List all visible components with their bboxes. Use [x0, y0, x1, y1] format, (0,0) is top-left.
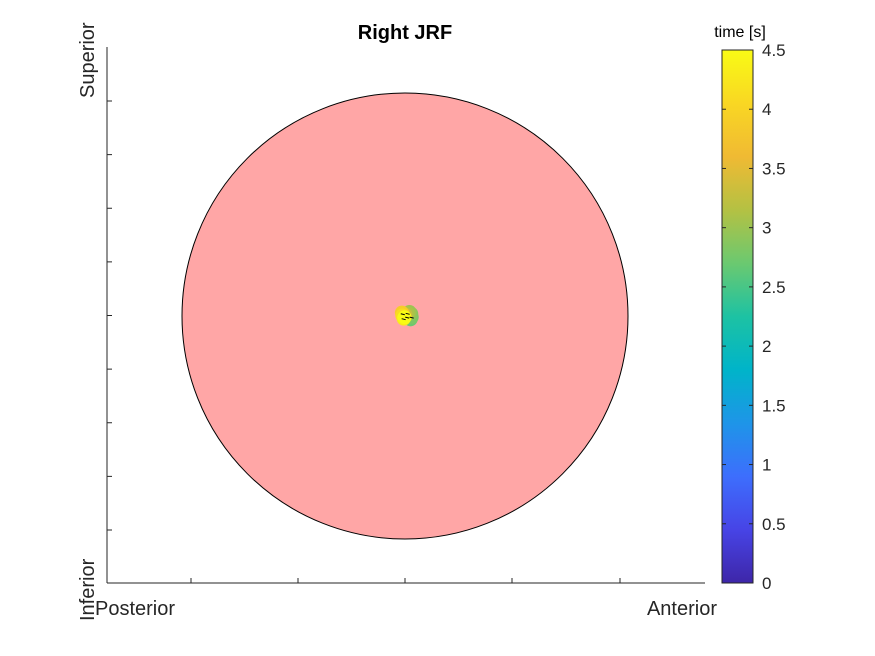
point-marker-6 [405, 312, 410, 315]
colorbar-ticks: 0 0.5 1 1.5 2 2.5 3 3.5 4 4.5 [722, 41, 786, 593]
colorbar-gradient [721, 49, 754, 584]
colorbar-tick-label-0: 0 [762, 574, 771, 593]
colorbar-tick-label-3: 1.5 [762, 396, 786, 415]
x-axis-left-label: Posterior [95, 598, 175, 620]
colorbar-label: time [s] [714, 24, 766, 41]
colorbar-tick-label-9: 4.5 [762, 41, 786, 60]
y-axis-bottom-label: Inferior [77, 558, 99, 621]
plot-area [106, 47, 705, 584]
data-point-13 [397, 310, 412, 325]
point-marker-12 [401, 318, 406, 321]
colorbar-tick-label-2: 1 [762, 456, 771, 475]
colorbar-tick-label-8: 4 [762, 100, 771, 119]
chart-title: Right JRF [358, 22, 452, 44]
x-axis-right-label: Anterior [647, 598, 717, 620]
y-axis-top-label: Superior [77, 22, 99, 98]
colorbar-tick-label-4: 2 [762, 337, 771, 356]
colorbar-tick-label-6: 3 [762, 219, 771, 238]
y-axis-ticks [107, 100, 112, 531]
colorbar-tick-label-1: 0.5 [762, 515, 786, 534]
point-marker-0 [405, 316, 410, 319]
point-marker-9 [400, 313, 405, 316]
point-marker-3 [409, 316, 414, 319]
x-axis-ticks [190, 578, 621, 583]
colorbar-tick-label-7: 3.5 [762, 159, 786, 178]
colorbar-tick-label-5: 2.5 [762, 278, 786, 297]
colorbar: 0 0.5 1 1.5 2 2.5 3 3.5 4 4.5 time [s] [714, 24, 785, 593]
data-points [394, 304, 419, 327]
